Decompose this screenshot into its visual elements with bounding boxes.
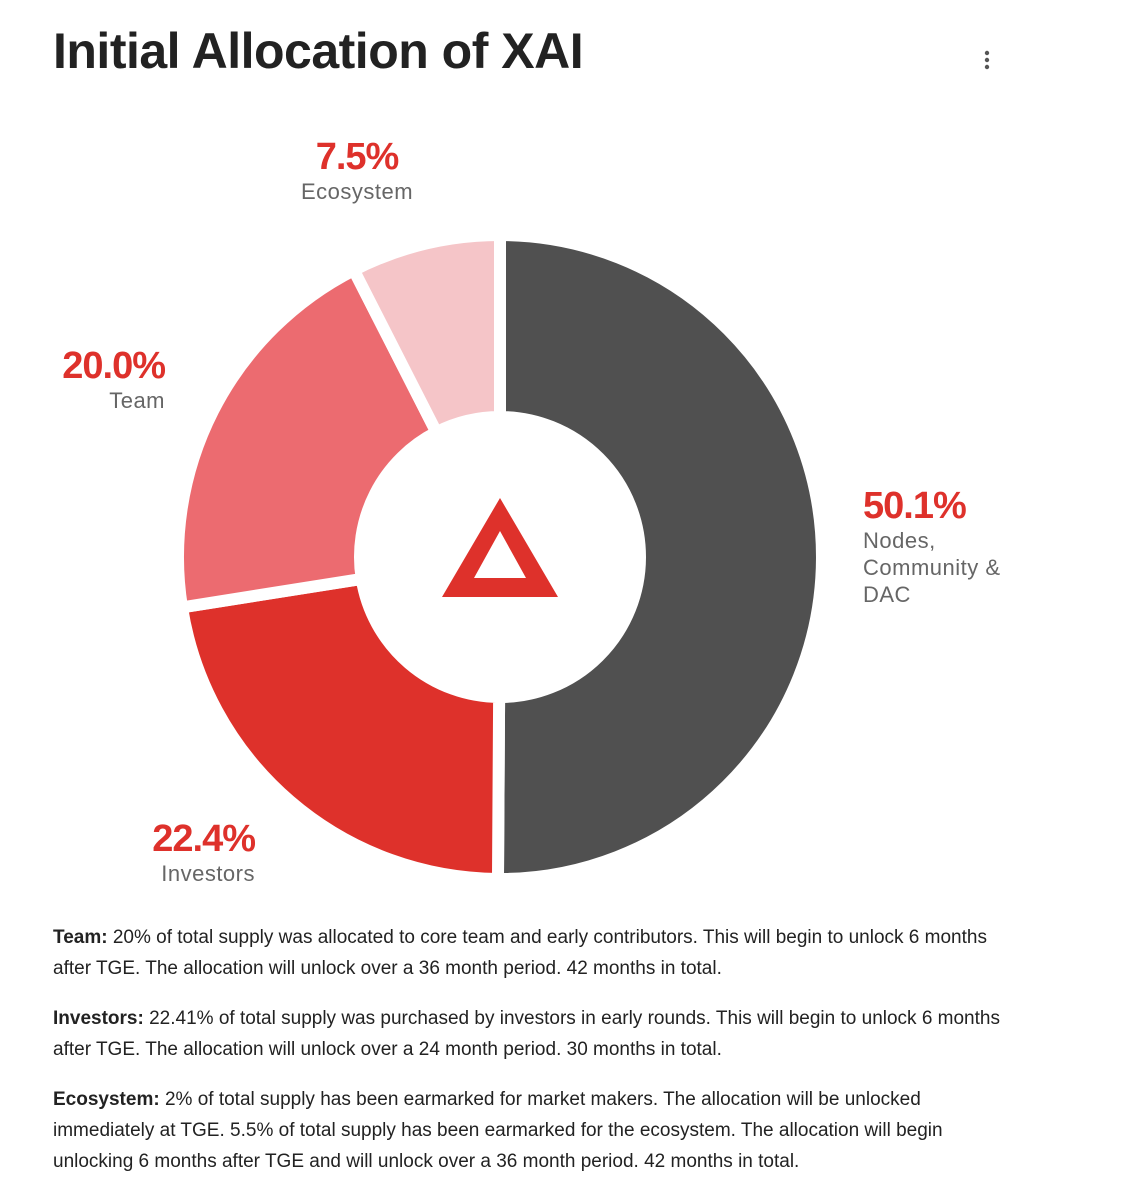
note-label: Team: [53, 927, 108, 948]
note-text: 20% of total supply was allocated to cor… [53, 927, 987, 979]
logo [442, 498, 558, 597]
value-label: 20.0% [62, 345, 166, 387]
menu-icon[interactable] [984, 50, 990, 70]
slice-label: 50.1% Nodes, Community & DAC [863, 485, 1023, 608]
note-text: 22.41% of total supply was purchased by … [53, 1008, 1000, 1060]
value-label: 50.1% [863, 485, 967, 527]
note-text: 2% of total supply has been earmarked fo… [53, 1089, 943, 1172]
note: Ecosystem: 2% of total supply has been e… [53, 1084, 1023, 1177]
slice-label: 7.5% Ecosystem [257, 136, 457, 205]
chart [172, 50, 990, 886]
slice [345, 228, 506, 441]
slice [175, 572, 506, 886]
category-label: Nodes, Community & DAC [863, 528, 1001, 607]
slice-label: 20.0% Team [62, 345, 166, 414]
value-label: 22.4% [152, 818, 256, 860]
note: Team: 20% of total supply was allocated … [53, 922, 1023, 984]
note-label: Investors: [53, 1008, 144, 1029]
notes: Team: 20% of total supply was allocated … [53, 922, 1023, 1196]
value-label: 7.5% [315, 136, 400, 178]
slice [491, 228, 828, 885]
note-label: Ecosystem: [53, 1089, 160, 1110]
note: Investors: 22.41% of total supply was pu… [53, 1003, 1023, 1065]
category-label: Ecosystem [300, 179, 414, 204]
category-label: Team [109, 388, 165, 413]
slice-label: 22.4% Investors [152, 818, 256, 887]
category-label: Investors [161, 861, 255, 886]
chart-title: Initial Allocation of XAI [53, 23, 584, 79]
slice [172, 262, 445, 615]
